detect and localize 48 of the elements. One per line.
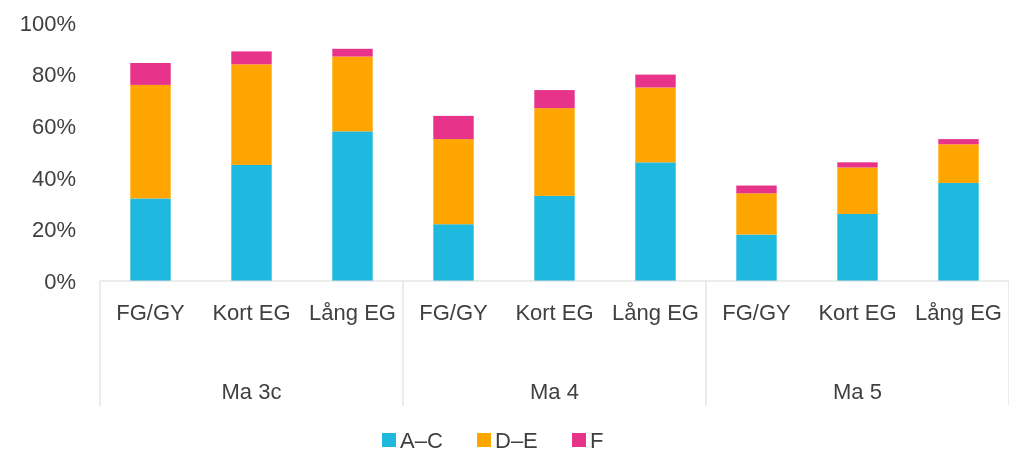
bar <box>938 139 979 145</box>
bar <box>433 139 474 225</box>
bar <box>433 224 474 281</box>
bar <box>635 87 676 163</box>
bar <box>332 131 373 281</box>
legend-label: A–C <box>400 427 443 453</box>
bar <box>635 74 676 88</box>
bar <box>534 90 575 109</box>
x-tick-label: Kort EG <box>818 300 897 325</box>
bar <box>534 108 575 196</box>
bar <box>837 167 878 214</box>
bar <box>231 164 272 281</box>
bar <box>130 198 171 281</box>
legend-label: F <box>590 427 604 453</box>
bar <box>433 115 474 140</box>
bar <box>231 64 272 165</box>
x-tick-label: FG/GY <box>116 300 186 325</box>
text: Ma 4 <box>530 379 579 404</box>
x-tick-label: Lång EG <box>915 300 1002 325</box>
bar <box>938 182 979 281</box>
x-tick-label: Lång EG <box>309 300 396 325</box>
y-tick-label: 100% <box>19 10 76 36</box>
bar <box>332 56 373 132</box>
x-tick-label: Kort EG <box>212 300 291 325</box>
bar <box>837 162 878 168</box>
legend-label: D–E <box>495 427 538 453</box>
bar <box>534 195 575 281</box>
text: Ma 5 <box>833 379 882 404</box>
y-tick-label: 40% <box>31 165 76 191</box>
x-tick-label: FG/GY <box>722 300 792 325</box>
bar <box>635 162 676 281</box>
text: Ma 3c <box>221 379 282 404</box>
x-tick-label: FG/GY <box>419 300 489 325</box>
bar <box>332 48 373 57</box>
bar <box>736 193 777 235</box>
bar <box>130 84 171 199</box>
y-tick-label: 60% <box>31 113 76 139</box>
x-tick-label: Kort EG <box>515 300 594 325</box>
bar <box>837 213 878 281</box>
x-tick-label: Lång EG <box>612 300 699 325</box>
bar <box>130 62 171 85</box>
bar <box>938 144 979 183</box>
y-tick-label: 0% <box>44 268 76 294</box>
y-tick-label: 20% <box>31 217 76 243</box>
bar <box>736 234 777 281</box>
bar <box>231 51 272 65</box>
y-tick-label: 80% <box>31 62 76 88</box>
bar <box>736 185 777 194</box>
